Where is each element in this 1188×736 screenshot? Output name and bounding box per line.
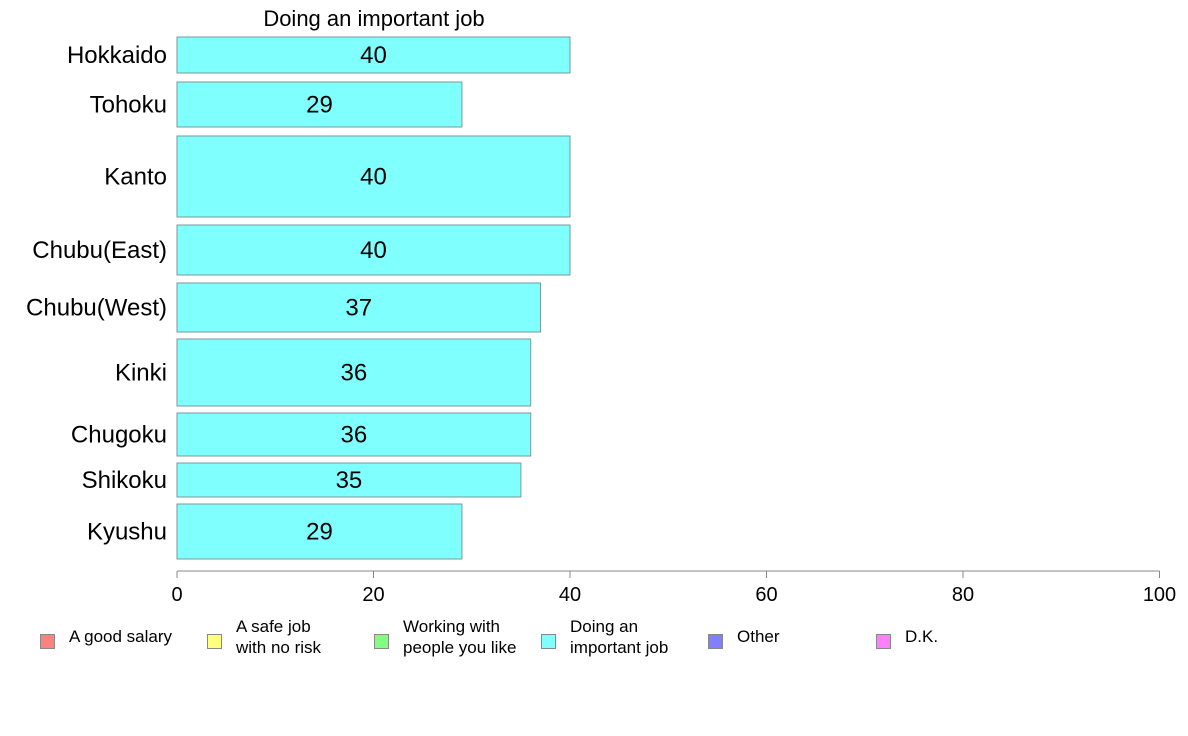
bar-value-label: 29 <box>306 519 333 546</box>
legend-label: Other <box>737 627 780 646</box>
x-tick-label: 100 <box>1143 584 1176 606</box>
category-label: Chubu(West) <box>26 295 167 322</box>
legend-label: D.K. <box>905 627 939 646</box>
bar-chubu-west- <box>176 282 542 333</box>
category-label: Tohoku <box>90 92 167 119</box>
x-axis: 0 20 40 60 80 100 <box>171 570 1176 606</box>
bar-chubu-east- <box>176 224 571 276</box>
bar-value-label: 36 <box>340 422 367 449</box>
category-label: Kinki <box>115 360 167 387</box>
bar-hokkaido <box>176 36 571 74</box>
bar-chart: Doing an important job Hokkaido 40 Tohoku 2… <box>26 6 1176 606</box>
bar-value-label: 35 <box>336 467 363 494</box>
bar-value-label: 37 <box>345 295 372 322</box>
legend-item: A safe job with no risk <box>207 616 321 658</box>
bars-group: Hokkaido 40 Tohoku 29 Kanto 40 Chubu(East) 40 Ch… <box>26 36 571 560</box>
legend-label: Doing an important job <box>570 617 669 657</box>
bar-value-label: 29 <box>306 92 333 119</box>
legend: A good salary A safe job with no risk Work… <box>0 616 1188 676</box>
legend-label: A good salary <box>69 627 173 646</box>
category-label: Shikoku <box>82 467 167 494</box>
category-label: Kanto <box>104 164 167 191</box>
category-label: Kyushu <box>87 519 167 546</box>
bar-kinki <box>176 338 532 407</box>
category-label: Chubu(East) <box>32 237 167 264</box>
bar-value-label: 40 <box>360 42 387 69</box>
legend-item: Other <box>708 626 780 649</box>
bar-value-label: 40 <box>360 237 387 264</box>
category-label: Chugoku <box>71 422 167 449</box>
chart-title: Doing an important job <box>263 6 484 31</box>
legend-item: D.K. <box>876 626 938 649</box>
x-tick-label: 40 <box>559 584 581 606</box>
legend-item: Doing an important job <box>541 616 668 658</box>
x-tick-label: 20 <box>362 584 384 606</box>
bar-value-label: 36 <box>340 360 367 387</box>
legend-swatch <box>876 634 891 649</box>
legend-item: Working with people you like <box>374 616 516 658</box>
bar-kanto <box>176 135 571 218</box>
legend-item: A good salary <box>40 626 172 649</box>
legend-label: A safe job with no risk <box>236 617 322 657</box>
x-tick-label: 0 <box>171 584 182 606</box>
bar-value-label: 40 <box>360 164 387 191</box>
x-tick-label: 80 <box>952 584 974 606</box>
bar-tohoku <box>176 81 463 128</box>
bar-kyushu <box>176 503 463 560</box>
legend-swatch <box>708 634 723 649</box>
legend-swatch <box>374 634 389 649</box>
legend-swatch <box>207 634 222 649</box>
legend-swatch <box>541 634 556 649</box>
bar-chugoku <box>176 412 532 457</box>
legend-label: Working with people you like <box>403 617 517 657</box>
category-label: Hokkaido <box>67 42 167 69</box>
x-tick-label: 60 <box>755 584 777 606</box>
bar-shikoku <box>176 462 522 498</box>
legend-swatch <box>40 634 55 649</box>
